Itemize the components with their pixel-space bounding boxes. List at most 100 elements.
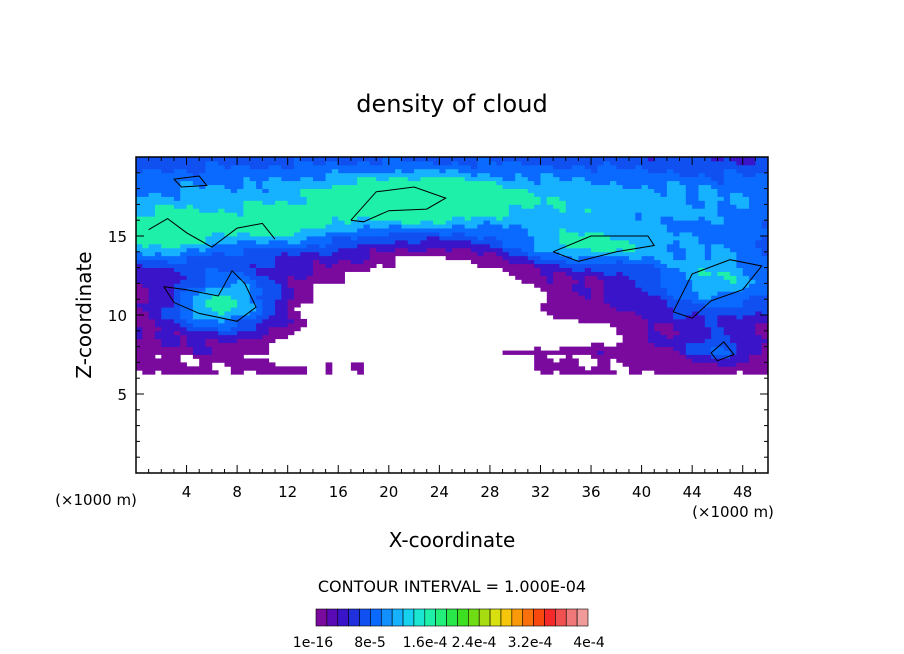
- heatmap-cell: [685, 239, 693, 245]
- heatmap-cell: [300, 275, 308, 280]
- heatmap-cell: [268, 220, 276, 225]
- heatmap-cell: [452, 228, 459, 233]
- heatmap-cell: [628, 303, 636, 308]
- heatmap-cell: [224, 224, 232, 229]
- heatmap-cell: [641, 259, 649, 265]
- heatmap-cell: [287, 307, 295, 312]
- heatmap-cell: [723, 180, 731, 186]
- heatmap-cell: [717, 172, 725, 178]
- heatmap-cell: [401, 232, 409, 237]
- heatmap-cell: [603, 358, 611, 363]
- heatmap-cell: [167, 228, 175, 233]
- heatmap-cell: [458, 184, 466, 189]
- heatmap-cell: [142, 342, 150, 347]
- heatmap-cell: [761, 164, 769, 170]
- heatmap-cell: [578, 259, 586, 265]
- heatmap-cell: [426, 236, 434, 241]
- heatmap-cell: [281, 299, 289, 304]
- heatmap-cell: [704, 204, 712, 209]
- heatmap-cell: [148, 263, 156, 268]
- heatmap-cell: [496, 196, 503, 201]
- heatmap-cell: [192, 232, 200, 237]
- heatmap-cell: [711, 322, 718, 328]
- heatmap-cell: [407, 204, 415, 209]
- heatmap-cell: [540, 275, 548, 280]
- heatmap-cell: [717, 204, 725, 209]
- heatmap-cell: [294, 267, 301, 272]
- heatmap-cell: [660, 287, 668, 292]
- heatmap-cell: [154, 212, 162, 217]
- heatmap-cell: [161, 196, 168, 201]
- heatmap-cell: [357, 208, 364, 213]
- heatmap-cell: [483, 220, 491, 225]
- heatmap-cell: [256, 204, 263, 209]
- heatmap-cell: [180, 243, 187, 249]
- heatmap-cell: [161, 232, 168, 237]
- heatmap-cell: [742, 299, 750, 304]
- heatmap-cell: [331, 188, 339, 193]
- heatmap-cell: [534, 172, 541, 178]
- heatmap-cell: [142, 232, 150, 237]
- heatmap-cell: [591, 212, 598, 217]
- heatmap-cell: [224, 247, 232, 253]
- heatmap-cell: [268, 160, 276, 166]
- heatmap-cell: [363, 180, 371, 186]
- heatmap-cell: [540, 172, 548, 178]
- heatmap-cell: [256, 287, 263, 292]
- heatmap-cell: [685, 342, 693, 347]
- heatmap-cell: [527, 232, 535, 237]
- heatmap-cell: [306, 299, 314, 304]
- heatmap-cell: [711, 192, 718, 197]
- heatmap-cell: [224, 204, 232, 209]
- heatmap-cell: [723, 243, 731, 249]
- heatmap-cell: [338, 228, 345, 233]
- heatmap-cell: [591, 318, 598, 324]
- heatmap-cell: [546, 362, 554, 367]
- heatmap-cell: [312, 160, 320, 166]
- heatmap-cell: [401, 208, 409, 213]
- heatmap-cell: [173, 370, 181, 375]
- heatmap-cell: [192, 228, 200, 233]
- heatmap-cell: [603, 180, 611, 186]
- heatmap-cell: [319, 220, 326, 225]
- heatmap-cell: [161, 184, 168, 189]
- heatmap-cell: [761, 271, 769, 276]
- heatmap-cell: [237, 192, 244, 197]
- heatmap-cell: [723, 192, 731, 197]
- heatmap-cell: [635, 366, 642, 371]
- heatmap-cell: [287, 318, 295, 324]
- heatmap-cell: [534, 362, 541, 367]
- heatmap-cell: [287, 275, 295, 280]
- heatmap-cell: [249, 220, 257, 225]
- heatmap-cell: [742, 220, 750, 225]
- heatmap-cell: [666, 176, 674, 182]
- colorbar-swatch: [424, 608, 436, 627]
- heatmap-cell: [426, 176, 434, 182]
- heatmap-cell: [647, 200, 655, 205]
- heatmap-cell: [679, 330, 687, 336]
- heatmap-cell: [647, 192, 655, 197]
- heatmap-cell: [458, 255, 466, 261]
- heatmap-cell: [698, 322, 706, 328]
- heatmap-cell: [211, 220, 219, 225]
- heatmap-cell: [262, 358, 270, 363]
- heatmap-cell: [584, 204, 592, 209]
- heatmap-cell: [205, 318, 213, 324]
- heatmap-cell: [730, 330, 737, 336]
- heatmap-cell: [704, 318, 712, 324]
- heatmap-cell: [559, 279, 567, 284]
- heatmap-cell: [452, 212, 459, 217]
- heatmap-cell: [350, 263, 358, 268]
- heatmap-cell: [616, 236, 624, 241]
- heatmap-cell: [508, 200, 516, 205]
- heatmap-cell: [192, 283, 200, 288]
- heatmap-cell: [306, 164, 314, 170]
- heatmap-cell: [685, 228, 693, 233]
- heatmap-cell: [230, 315, 238, 320]
- heatmap-cell: [692, 295, 699, 300]
- heatmap-cell: [565, 220, 573, 225]
- heatmap-cell: [237, 204, 244, 209]
- heatmap-cell: [154, 303, 162, 308]
- heatmap-cell: [300, 157, 308, 162]
- heatmap-cell: [597, 350, 605, 355]
